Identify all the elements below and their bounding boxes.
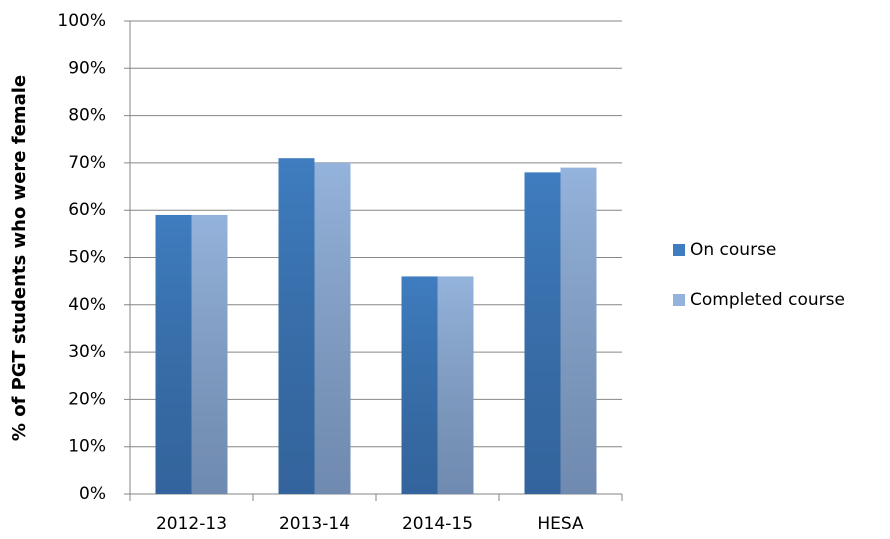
y-tick-label: 80% [68,106,106,126]
y-tick-label: 60% [68,200,106,220]
x-tick-label: 2014-15 [402,514,473,534]
bar-shade [437,276,474,494]
y-tick-label: 90% [68,58,106,78]
legend-label: On course [690,240,776,260]
bar-shade [560,167,597,494]
y-tick-label: 50% [68,248,106,268]
legend-swatch [673,244,685,256]
y-tick-label: 70% [68,153,106,173]
legend-swatch [673,294,685,306]
bar-shade [524,172,561,495]
y-axis-label: % of PGT students who were female [9,75,30,441]
y-tick-label: 10% [68,437,106,457]
x-tick-label: 2013-14 [279,514,350,534]
y-tick-label: 30% [68,342,106,362]
legend-label: Completed course [690,290,845,310]
x-tick-label: 2012-13 [156,514,227,534]
bar-shade [191,214,228,494]
bar-shade [155,214,192,494]
y-tick-label: 100% [57,11,106,31]
y-tick-label: 20% [68,389,106,409]
bar-shade [401,276,438,494]
y-tick-label: 0% [79,484,106,504]
bar-shade [278,158,315,495]
bar-shade [314,162,351,494]
x-tick-label: HESA [537,514,584,534]
y-tick-label: 40% [68,295,106,315]
